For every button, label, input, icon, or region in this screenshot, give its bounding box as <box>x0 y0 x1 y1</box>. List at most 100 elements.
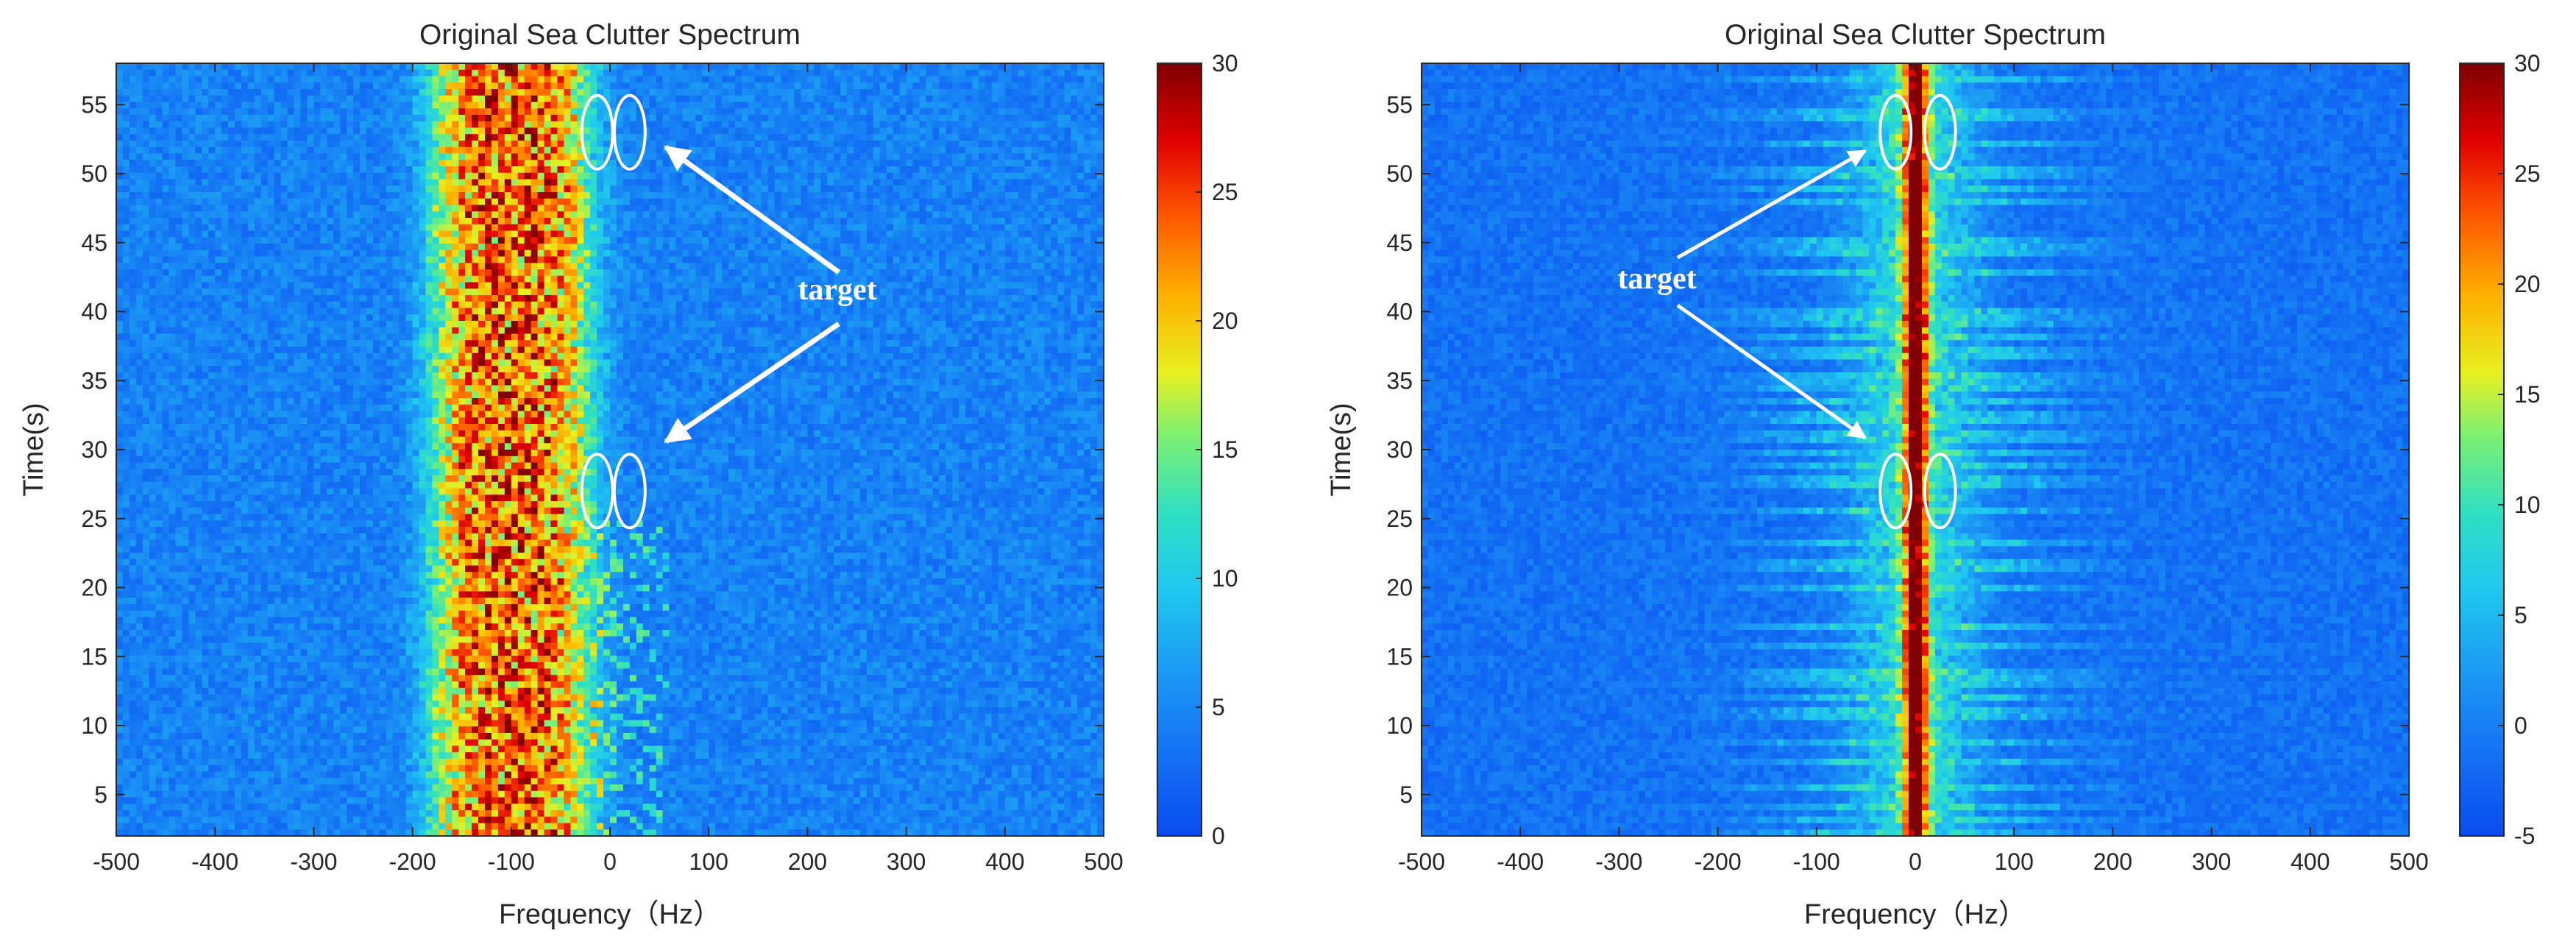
heatmap-cell <box>419 153 427 160</box>
heatmap-cell <box>228 244 235 251</box>
heatmap-cell <box>636 198 644 206</box>
heatmap-cell <box>879 127 887 135</box>
heatmap-cell <box>472 89 479 96</box>
heatmap-cell <box>1097 205 1104 212</box>
heatmap-cell <box>116 82 124 90</box>
heatmap-cell <box>662 211 670 219</box>
heatmap-cell <box>583 249 591 258</box>
heatmap-cell <box>135 218 143 225</box>
heatmap-cell <box>603 249 611 258</box>
heatmap-cell <box>610 108 617 116</box>
heatmap-cell <box>952 185 959 193</box>
heatmap-cell <box>485 172 492 180</box>
heatmap-cell <box>801 249 808 258</box>
heatmap-cell <box>991 134 999 141</box>
heatmap-cell <box>333 198 341 206</box>
heatmap-cell <box>215 95 222 103</box>
heatmap-cell <box>162 263 170 270</box>
heatmap-cell <box>577 211 584 219</box>
heatmap-cell <box>1011 263 1019 270</box>
heatmap-cell <box>886 134 894 141</box>
heatmap-cell <box>412 102 420 109</box>
heatmap-cell <box>208 146 216 155</box>
heatmap-cell <box>497 237 505 244</box>
heatmap-cell <box>208 211 216 219</box>
heatmap-cell <box>313 249 321 258</box>
heatmap-cell <box>728 134 736 141</box>
heatmap-cell <box>116 237 124 244</box>
heatmap-cell <box>926 89 933 96</box>
heatmap-cell <box>675 269 684 277</box>
heatmap-cell <box>814 127 821 135</box>
heatmap-cell <box>847 141 854 148</box>
heatmap-cell <box>333 269 341 277</box>
heatmap-cell <box>642 256 650 263</box>
heatmap-cell <box>919 172 927 180</box>
heatmap-cell <box>445 108 453 116</box>
heatmap-cell <box>807 63 815 71</box>
heatmap-cell <box>859 82 867 90</box>
heatmap-cell <box>590 172 597 180</box>
heatmap-cell <box>142 76 150 83</box>
heatmap-cell <box>221 172 229 180</box>
heatmap-cell <box>432 224 439 232</box>
heatmap-cell <box>1051 108 1058 116</box>
heatmap-cell <box>893 63 901 71</box>
heatmap-cell <box>926 269 933 277</box>
heatmap-cell <box>300 146 308 155</box>
heatmap-cell <box>866 269 874 277</box>
heatmap-cell <box>610 211 617 219</box>
heatmap-cell <box>175 218 183 225</box>
heatmap-cell <box>202 237 209 244</box>
heatmap-cell <box>866 224 874 232</box>
heatmap-cell <box>761 244 769 251</box>
heatmap-cell <box>491 269 499 277</box>
heatmap-cell <box>122 95 130 103</box>
heatmap-cell <box>570 102 578 109</box>
heatmap-cell <box>1071 82 1078 90</box>
heatmap-cell <box>208 205 216 212</box>
heatmap-cell <box>135 263 143 270</box>
heatmap-cell <box>761 192 769 199</box>
heatmap-cell <box>267 141 275 148</box>
heatmap-cell <box>583 76 591 83</box>
heatmap-cell <box>221 198 229 206</box>
heatmap-cell <box>478 153 486 160</box>
heatmap-cell <box>208 69 216 77</box>
heatmap-cell <box>452 230 459 238</box>
heatmap-cell <box>360 211 367 219</box>
heatmap-cell <box>847 134 854 141</box>
heatmap-cell <box>497 160 505 167</box>
heatmap-cell <box>794 153 802 160</box>
heatmap-cell <box>478 95 486 103</box>
heatmap-cell <box>405 95 414 103</box>
heatmap-cell <box>353 256 361 263</box>
heatmap-cell <box>458 82 466 90</box>
heatmap-cell <box>603 211 611 219</box>
heatmap-cell <box>926 108 933 116</box>
heatmap-cell <box>202 185 209 193</box>
heatmap-cell <box>1024 115 1032 122</box>
heatmap-cell <box>675 179 684 186</box>
heatmap-cell <box>267 82 275 90</box>
heatmap-cell <box>550 256 558 263</box>
heatmap-cell <box>504 244 512 251</box>
heatmap-cell <box>313 153 321 160</box>
heatmap-cell <box>142 224 150 232</box>
heatmap-cell <box>702 153 709 160</box>
heatmap-cell <box>761 263 769 270</box>
heatmap-cell <box>748 102 756 109</box>
heatmap-cell <box>945 141 953 148</box>
heatmap-cell <box>168 82 177 90</box>
heatmap-cell <box>610 146 617 155</box>
heatmap-cell <box>445 237 453 244</box>
heatmap-cell <box>280 121 288 129</box>
heatmap-cell <box>1024 108 1032 116</box>
heatmap-cell <box>260 269 269 277</box>
heatmap-cell <box>168 153 177 160</box>
heatmap-cell <box>767 172 776 180</box>
heatmap-cell <box>550 115 558 122</box>
heatmap-cell <box>814 218 821 225</box>
heatmap-cell <box>761 256 769 263</box>
heatmap-cell <box>945 179 953 186</box>
